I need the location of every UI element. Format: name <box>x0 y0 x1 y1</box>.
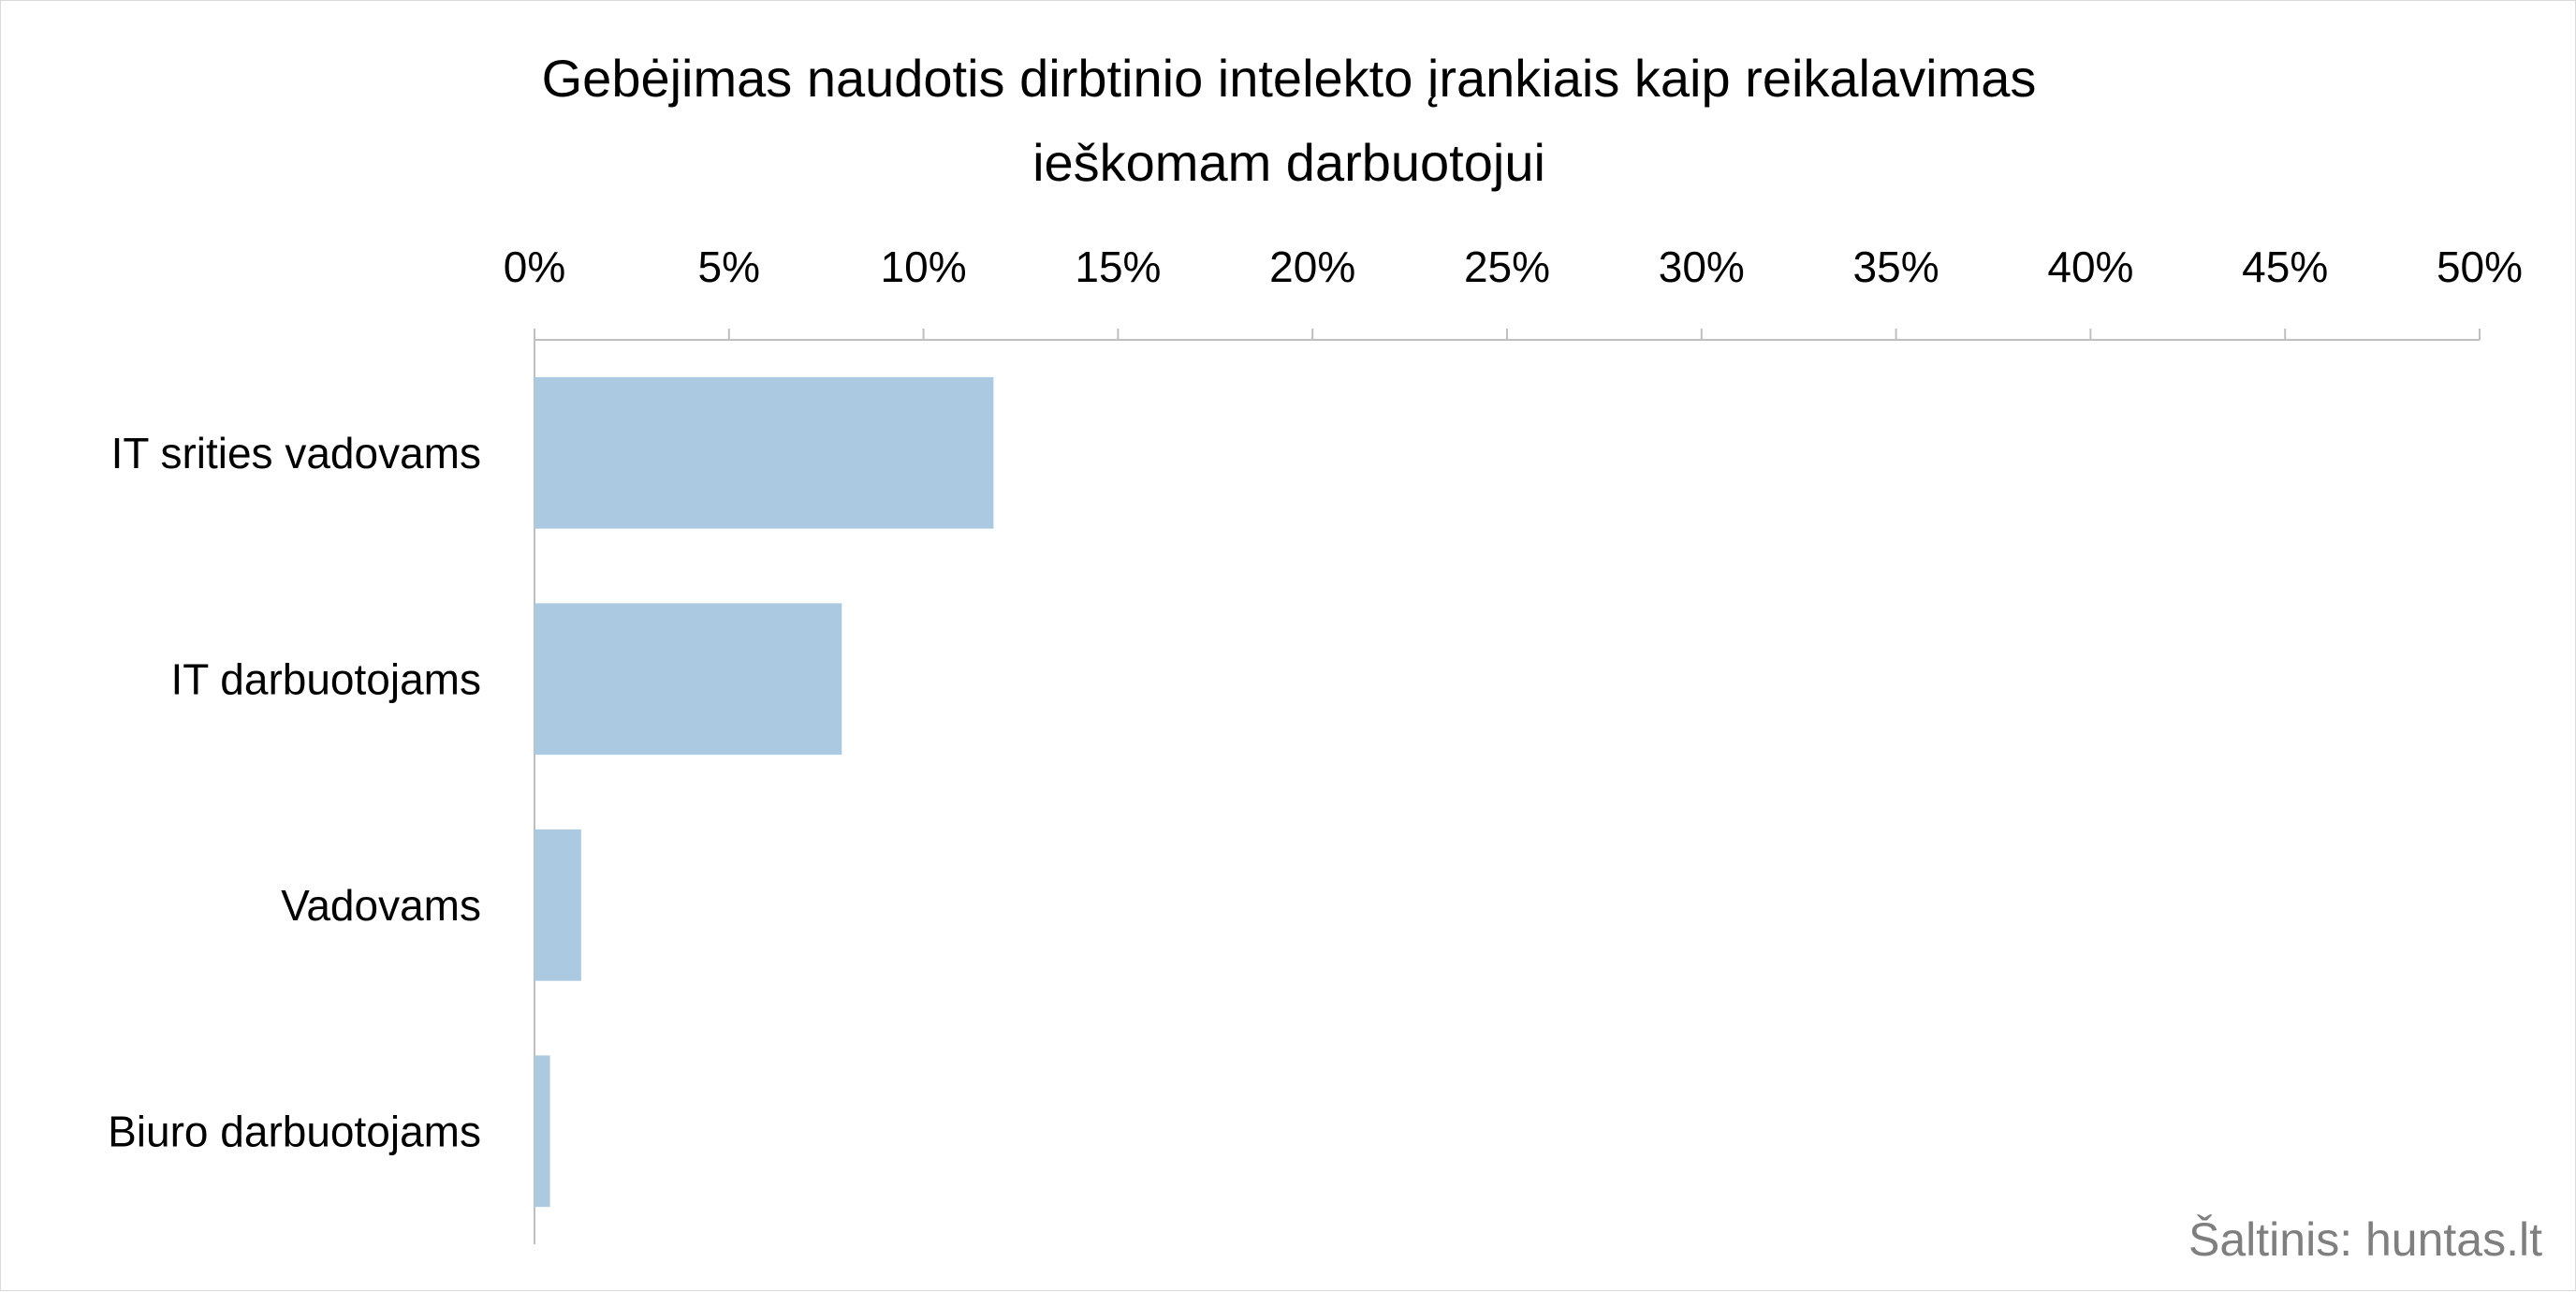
x-tick-label: 0% <box>504 242 565 291</box>
x-tick-label: 25% <box>1464 242 1550 291</box>
bar <box>534 376 994 529</box>
x-tick-label: 15% <box>1075 242 1161 291</box>
category-labels: IT srities vadovams IT darbuotojams Vadova… <box>108 429 481 1156</box>
x-tick-label: 45% <box>2242 242 2328 291</box>
bars <box>534 376 994 1208</box>
category-label: IT srities vadovams <box>111 429 481 477</box>
x-tick-label: 40% <box>2047 242 2133 291</box>
bar <box>534 603 842 756</box>
bar <box>534 829 581 981</box>
x-tick-label: 20% <box>1269 242 1355 291</box>
x-tick-label: 5% <box>698 242 760 291</box>
x-tick-label: 35% <box>1853 242 1939 291</box>
x-tick-label: 30% <box>1659 242 1745 291</box>
x-tick-label: 50% <box>2437 242 2523 291</box>
bar <box>534 1055 550 1208</box>
category-label: Vadovams <box>281 881 481 930</box>
chart-title-line-2: ieškomam darbuotojui <box>1032 133 1545 192</box>
x-tick-label: 10% <box>881 242 967 291</box>
source-note: Šaltinis: huntas.lt <box>2188 1213 2542 1266</box>
category-label: IT darbuotojams <box>170 654 481 703</box>
chart-title-line-1: Gebėjimas naudotis dirbtinio intelekto į… <box>542 49 2037 108</box>
category-label: Biuro darbuotojams <box>108 1107 481 1155</box>
x-axis: 0% 5% 10% 15% 20% 25% 30% 35% 40% 45% 50% <box>504 242 2523 1244</box>
